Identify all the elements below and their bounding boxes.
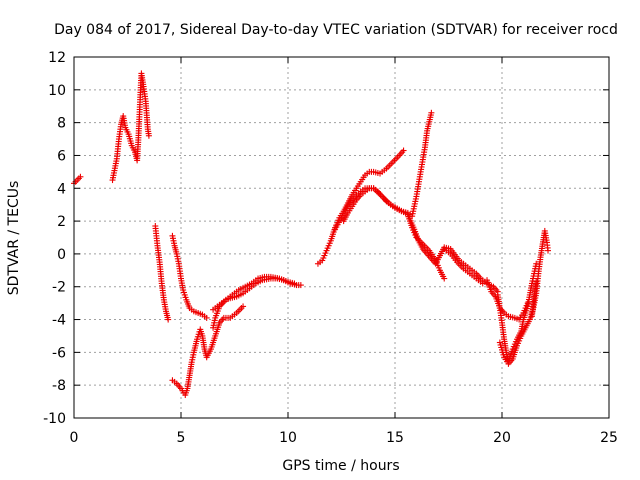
y-tick-label: -4	[52, 313, 66, 329]
y-tick-label: -2	[52, 280, 66, 296]
y-tick-label: 12	[48, 50, 66, 66]
y-axis-label: SDTVAR / TECUs	[6, 181, 22, 296]
plot-frame	[73, 56, 610, 419]
x-tick-label: 15	[386, 430, 404, 446]
chart-title: Day 084 of 2017, Sidereal Day-to-day VTE…	[54, 22, 618, 38]
x-tick-label: 25	[600, 430, 618, 446]
y-tick-label: -6	[52, 345, 66, 361]
x-tick-label: 20	[493, 430, 511, 446]
data-point	[441, 275, 448, 282]
data-point	[533, 278, 540, 285]
y-tick-label: 2	[57, 214, 66, 230]
grid	[74, 57, 609, 418]
x-axis-label: GPS time / hours	[282, 458, 399, 474]
data-point	[428, 109, 435, 116]
y-tick-label: 10	[48, 83, 66, 99]
data-point	[145, 132, 152, 139]
x-tick-label: 0	[70, 430, 79, 446]
data-point	[77, 173, 84, 180]
data-point	[545, 247, 552, 254]
x-tick-label: 10	[279, 430, 297, 446]
data-point	[240, 303, 247, 310]
data-point	[297, 282, 304, 289]
data-point	[165, 316, 172, 323]
y-tick-label: 0	[57, 247, 66, 263]
y-tick-label: 8	[57, 116, 66, 132]
y-tick-label: 4	[57, 181, 66, 197]
data-point	[400, 147, 407, 154]
y-tick-label: -8	[52, 378, 66, 394]
y-tick-label: 6	[57, 148, 66, 164]
data-point	[291, 280, 298, 287]
y-tick-label: -10	[43, 411, 66, 427]
y-axis: -10 -8 -6 -4 -2 0 2 4 6 8 10 12	[43, 50, 609, 427]
data-point	[203, 314, 210, 321]
x-axis: 0 5 10 15 20 25	[70, 57, 618, 446]
data-points	[71, 70, 552, 399]
x-tick-label: 5	[177, 430, 186, 446]
